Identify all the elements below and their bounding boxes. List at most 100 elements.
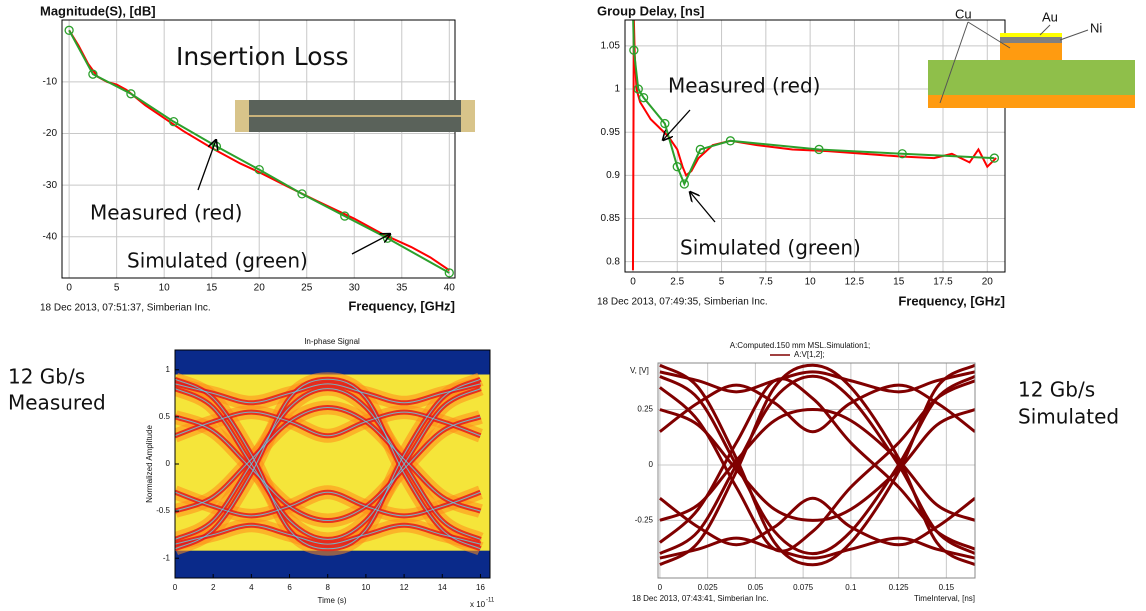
arrow (351, 234, 390, 255)
x-tick-label: 0.075 (793, 583, 814, 592)
pointer (1039, 24, 1051, 36)
inset-gold (1000, 33, 1062, 37)
chart-2: 0 2 4 6 8 10 12 14 16 -1 -0.5 0 0.5 1 (156, 349, 491, 592)
x-axis-title: Frequency, [GHz] (898, 293, 1005, 308)
x-tick-label: 2 (211, 583, 216, 592)
inset-label: Au (1042, 9, 1058, 24)
x-tick-label: 10 (361, 583, 370, 592)
background (658, 363, 975, 578)
annotation: Simulated (green) (127, 249, 308, 273)
inset-substrate (928, 60, 1135, 95)
marker (340, 211, 350, 221)
eye-trace (659, 370, 975, 394)
eye-trace (175, 378, 481, 550)
marker (126, 89, 136, 99)
plot-area (62, 20, 455, 278)
y-axis-title: Magnitude(S), [dB] (40, 3, 156, 18)
x-tick-label: 10 (805, 277, 817, 288)
pointer (967, 21, 1011, 49)
inset-copper (1000, 43, 1062, 60)
marker (254, 164, 264, 175)
eye-trace (175, 406, 481, 512)
marker (169, 117, 179, 127)
pcb-end (461, 100, 475, 132)
background (625, 20, 1005, 272)
y-tick-label: 0.9 (606, 170, 620, 181)
y-tick-label: 0.25 (637, 405, 653, 414)
marker (638, 93, 649, 103)
inset-label: Ni (1090, 20, 1102, 35)
plot-area (625, 20, 1005, 272)
marker (633, 84, 643, 94)
eye-trace (175, 411, 481, 437)
x-tick-label: 15 (893, 277, 905, 288)
x-tick-label: 15 (206, 283, 218, 294)
marker (695, 144, 705, 155)
y-tick-label: -0.25 (635, 515, 654, 524)
side-label: Simulated (1018, 405, 1119, 429)
x-tick-label: 14 (438, 583, 447, 592)
eye-trace (175, 378, 481, 550)
side-label: Measured (8, 391, 106, 415)
y-tick-label: 0.95 (601, 127, 621, 138)
eye-trace (658, 379, 975, 553)
x-tick-label: 7.5 (759, 277, 773, 288)
y-tick-label: -1 (163, 553, 171, 562)
x-tick-label: 0.1 (845, 583, 857, 592)
eye-trace (659, 383, 975, 434)
x-tick-label: 16 (476, 583, 485, 592)
eye-trace (659, 496, 975, 547)
eye-trace (658, 377, 975, 551)
side-label: 12 Gb/s (1018, 378, 1095, 402)
y-axis-title: Group Delay, [ns] (597, 3, 704, 18)
x-tick-label: 0.025 (698, 583, 719, 592)
y-tick-label: 0.8 (606, 256, 620, 267)
plot-area (175, 350, 490, 578)
y-tick-label: -40 (43, 231, 58, 242)
marker (88, 69, 98, 79)
x-tick-label: 5 (719, 277, 725, 288)
eye-trace (659, 536, 975, 560)
x-tick-label: 0 (66, 283, 72, 294)
x-multiplier: x 10 (470, 600, 486, 609)
x-tick-label: 5 (114, 283, 120, 294)
x-tick-label: 30 (349, 283, 361, 294)
marker (725, 136, 736, 146)
series-line (68, 29, 450, 274)
eye-trace (175, 524, 481, 545)
frame (174, 349, 491, 579)
pointer (939, 21, 969, 104)
eye-trace (175, 388, 481, 540)
y-tick-label: 0 (649, 460, 654, 469)
x-tick-label: 0.125 (889, 583, 910, 592)
footer: 18 Dec 2013, 07:43:41, Simberian Inc. (632, 594, 769, 603)
x-tick-label: 17.5 (933, 277, 953, 288)
eye-trace (175, 383, 481, 404)
marker (444, 268, 454, 278)
legend-entry: A:V[1,2]; (794, 350, 825, 359)
x-tick-label: 2.5 (670, 277, 684, 288)
y-tick-label: 0.5 (159, 412, 171, 421)
y-tick-label: -20 (43, 128, 58, 139)
pointer (1059, 29, 1089, 41)
marker (814, 144, 824, 155)
marker (989, 153, 1000, 163)
x-tick-label: 12 (400, 583, 409, 592)
annotation: Insertion Loss (176, 42, 349, 71)
inset-label: Cu (955, 6, 972, 21)
x-axis-title: Time (s) (317, 596, 346, 605)
x-tick-label: 20 (982, 277, 994, 288)
chart-0: 0 5 10 15 20 25 30 35 40 -40 -30 -20 -10 (43, 19, 456, 294)
y-tick-label: -30 (43, 180, 58, 191)
footer: 18 Dec 2013, 07:51:37, Simberian Inc. (40, 303, 211, 314)
arrow (690, 192, 716, 223)
y-tick-label: -0.5 (156, 506, 170, 515)
marker (297, 189, 307, 199)
chart-title: A:Computed.150 mm MSL.Simulation1; (730, 341, 871, 350)
x-tick-label: 35 (396, 283, 408, 294)
eye-trace (175, 491, 481, 517)
arrow (197, 140, 216, 191)
eye-trace (659, 374, 975, 556)
y-axis-title: V, [V] (630, 366, 649, 375)
